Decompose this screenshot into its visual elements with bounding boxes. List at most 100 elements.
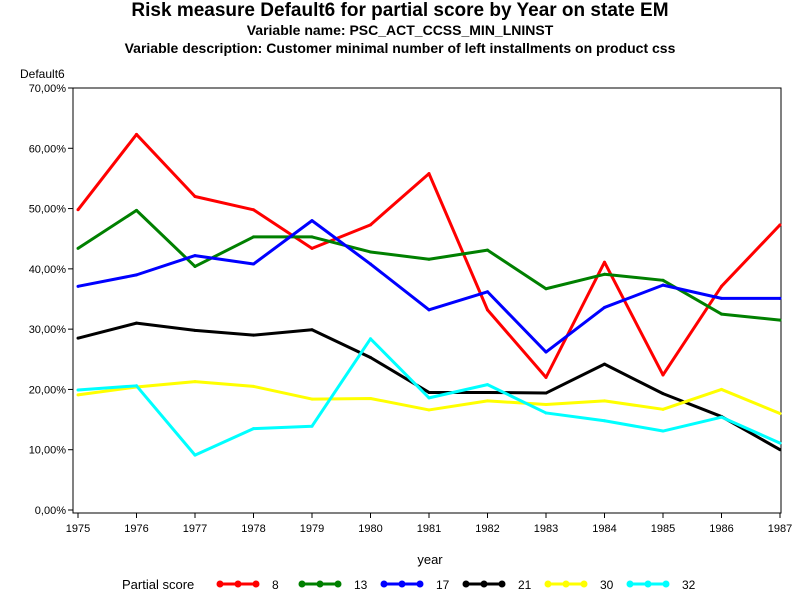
data-point-8 [135, 132, 138, 136]
data-point-13 [369, 250, 372, 254]
x-tick-label: 1982 [475, 523, 499, 535]
data-point-8 [778, 223, 782, 227]
data-point-21 [427, 390, 431, 394]
legend-marker [544, 580, 552, 588]
legend-marker [316, 580, 324, 588]
data-point-13 [135, 208, 138, 212]
data-point-17 [661, 283, 665, 287]
x-tick-label: 1983 [534, 523, 558, 535]
data-point-30 [603, 399, 606, 403]
legend-title: Partial score [122, 577, 194, 592]
data-point-32 [369, 337, 372, 341]
data-point-17 [135, 273, 138, 277]
data-point-30 [661, 407, 665, 411]
chart-subtitle-variable-description: Variable description: Customer minimal n… [124, 40, 676, 56]
y-axis-title: Default6 [20, 67, 65, 81]
data-point-21 [661, 392, 665, 396]
legend-marker [562, 580, 570, 588]
legend-marker [480, 580, 488, 588]
x-tick-label: 1987 [768, 523, 792, 535]
legend-marker [498, 580, 506, 588]
data-point-21 [76, 336, 80, 340]
legend-label-8: 8 [272, 578, 279, 592]
data-point-17 [193, 254, 197, 258]
series-layer [76, 132, 782, 457]
data-point-17 [252, 262, 255, 266]
data-point-21 [252, 333, 255, 337]
legend-marker [416, 580, 424, 588]
legend-label-17: 17 [436, 578, 450, 592]
x-tick-label: 1979 [300, 523, 324, 535]
y-tick-label: 60,00% [29, 143, 67, 155]
data-point-30 [427, 408, 431, 412]
chart-title: Risk measure Default6 for partial score … [131, 0, 669, 21]
y-axis: 0,00% 10,00% 20,00% 30,00% 40,00% 50,00% 60,00… [29, 83, 73, 517]
data-point-13 [193, 264, 197, 268]
series-line-21 [77, 321, 781, 452]
data-point-13 [427, 257, 431, 261]
data-point-13 [661, 278, 665, 282]
y-tick-label: 20,00% [29, 384, 67, 396]
legend-marker [298, 580, 306, 588]
data-point-17 [369, 262, 372, 266]
x-tick-label: 1980 [358, 523, 382, 535]
legend-marker [252, 580, 260, 588]
data-point-17 [720, 296, 723, 300]
data-point-32 [720, 415, 723, 419]
data-point-21 [603, 362, 606, 366]
data-point-17 [310, 219, 314, 223]
data-point-32 [252, 427, 255, 431]
data-point-32 [135, 384, 138, 388]
data-point-8 [310, 246, 314, 250]
data-point-21 [135, 321, 138, 325]
data-point-32 [310, 424, 314, 428]
x-tick-label: 1976 [124, 523, 148, 535]
data-point-8 [76, 208, 80, 212]
data-point-30 [369, 396, 372, 400]
data-point-32 [661, 429, 665, 433]
data-point-8 [661, 373, 665, 377]
data-point-32 [778, 441, 782, 445]
x-tick-label: 1978 [241, 523, 265, 535]
x-tick-label: 1975 [66, 523, 90, 535]
data-point-13 [76, 246, 80, 250]
x-tick-label: 1981 [417, 523, 441, 535]
legend: Partial score 8 13 17 21 30 32 [122, 577, 696, 592]
legend-label-30: 30 [600, 578, 614, 592]
data-point-30 [310, 397, 314, 401]
data-point-21 [369, 355, 372, 359]
data-point-17 [603, 305, 606, 309]
data-point-21 [544, 391, 548, 395]
data-point-30 [720, 387, 723, 391]
data-point-13 [720, 312, 723, 316]
legend-label-21: 21 [518, 578, 532, 592]
legend-marker [580, 580, 588, 588]
data-point-8 [720, 284, 723, 288]
data-point-13 [486, 248, 489, 252]
data-point-13 [544, 287, 548, 291]
y-tick-label: 30,00% [29, 324, 67, 336]
data-point-17 [544, 350, 548, 354]
x-tick-label: 1984 [592, 523, 616, 535]
x-tick-label: 1986 [709, 523, 733, 535]
y-tick-label: 50,00% [29, 204, 67, 216]
data-point-30 [76, 393, 80, 397]
legend-marker [398, 580, 406, 588]
plot-area-frame [72, 87, 782, 514]
data-point-13 [310, 235, 314, 239]
data-point-30 [544, 403, 548, 406]
y-tick-label: 0,00% [35, 505, 66, 517]
data-point-21 [486, 390, 489, 394]
data-point-8 [486, 308, 489, 312]
legend-label-13: 13 [354, 578, 368, 592]
data-point-17 [76, 284, 80, 288]
data-point-30 [778, 412, 782, 416]
y-tick-label: 10,00% [29, 445, 67, 457]
legend-marker [462, 580, 470, 588]
legend-marker [216, 580, 224, 588]
legend-marker [662, 580, 670, 588]
data-point-30 [252, 384, 255, 388]
y-tick-label: 70,00% [29, 83, 67, 95]
data-point-21 [193, 328, 197, 332]
